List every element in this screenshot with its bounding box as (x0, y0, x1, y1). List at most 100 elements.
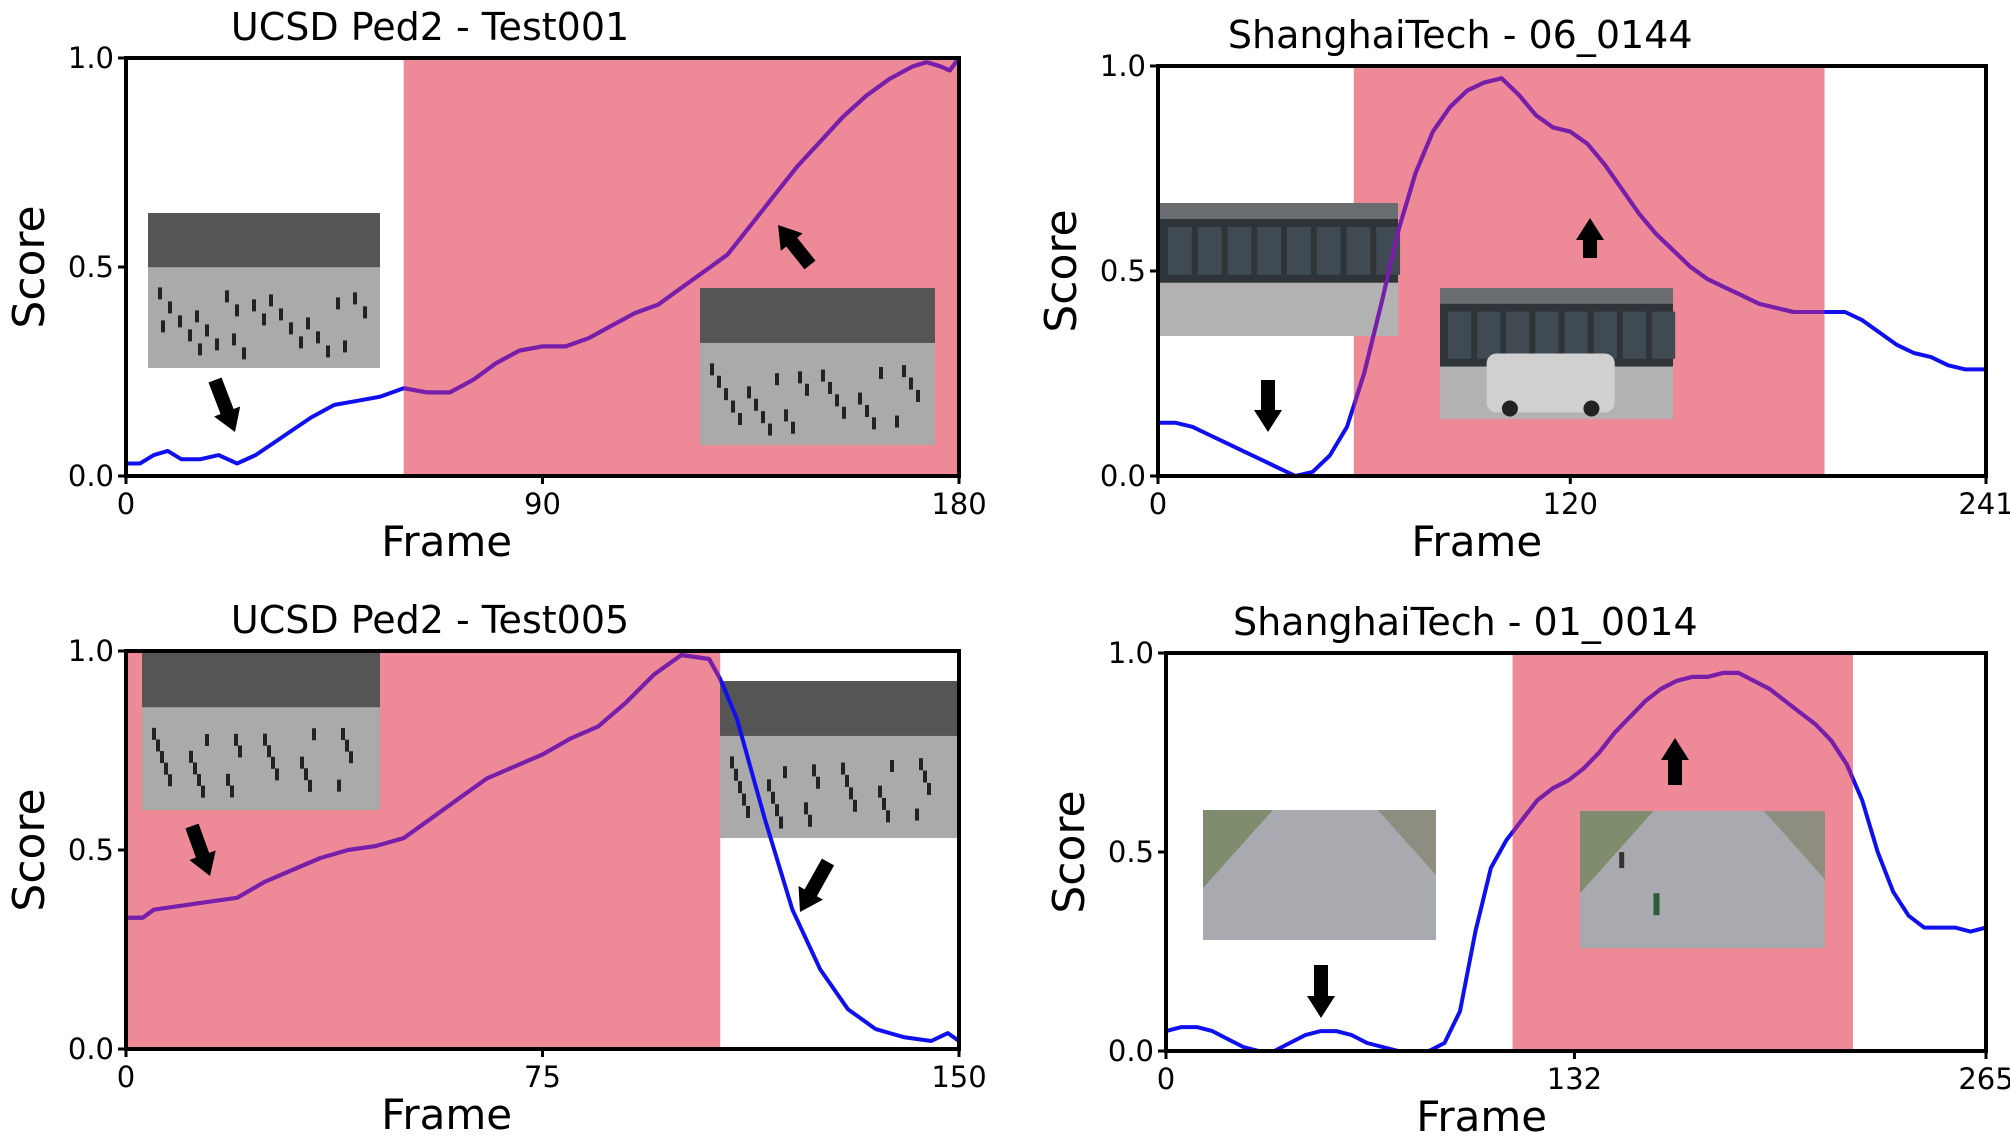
chart-panel-3: 0.0 0.5 1.0 0 75 150 UCSD Ped2 - Test005 Frame S… (4, 598, 987, 1139)
data-point (153, 454, 155, 456)
data-point (1792, 311, 1794, 313)
data-point (1844, 311, 1846, 313)
data-point (1211, 1030, 1213, 1032)
data-point (1535, 114, 1537, 116)
data-point (264, 881, 266, 883)
data-point (1208, 434, 1210, 436)
data-point (597, 725, 599, 727)
data-point (1737, 672, 1739, 674)
data-point (449, 391, 451, 393)
data-point (652, 674, 654, 676)
data-point (1691, 676, 1693, 678)
data-point (430, 817, 432, 819)
data-point (1827, 311, 1829, 313)
data-point (1907, 914, 1909, 916)
data-point (333, 404, 335, 406)
data-point (569, 737, 571, 739)
data-point (1459, 1010, 1461, 1012)
y-axis-label: Score (4, 788, 55, 911)
data-point (1753, 680, 1755, 682)
data-point (236, 462, 238, 464)
data-point (1707, 278, 1709, 280)
data-point (1397, 229, 1399, 231)
data-point (930, 1040, 932, 1042)
data-point (1655, 233, 1657, 235)
arrow-1 (185, 823, 216, 876)
data-point (1660, 688, 1662, 690)
data-point (472, 379, 474, 381)
data-point (402, 387, 404, 389)
data-point (1964, 368, 1966, 370)
data-point (1196, 1026, 1198, 1028)
data-point (180, 458, 182, 460)
x-tick-label: 0 (1157, 1062, 1175, 1096)
data-point (773, 195, 775, 197)
y-axis-label: Score (1044, 790, 1095, 913)
data-point (1414, 171, 1416, 173)
data-point (486, 777, 488, 779)
data-point (514, 765, 516, 767)
data-point (1567, 779, 1569, 781)
data-point (1621, 188, 1623, 190)
data-point (273, 441, 275, 443)
data-point (1768, 688, 1770, 690)
data-point (1552, 126, 1554, 128)
y-tick-label: 0.0 (1108, 1034, 1154, 1068)
data-point (634, 312, 636, 314)
data-point (379, 395, 381, 397)
chart-title: UCSD Ped2 - Test001 (231, 5, 629, 49)
data-point (180, 905, 182, 907)
score-line-anomaly (403, 58, 959, 395)
arrow-2 (1661, 738, 1689, 785)
data-point (1490, 867, 1492, 869)
y-tick-label: 0.0 (68, 1032, 114, 1066)
data-point (1784, 700, 1786, 702)
data-point (1569, 130, 1571, 132)
data-point (236, 897, 238, 899)
data-point (541, 345, 543, 347)
data-point (949, 69, 951, 71)
data-point (1846, 763, 1848, 765)
data-point (1191, 426, 1193, 428)
frame-thumbnail-1 (142, 652, 380, 810)
arrow-2 (778, 225, 816, 270)
data-point (564, 345, 566, 347)
data-point (1603, 163, 1605, 165)
data-point (847, 1008, 849, 1010)
data-point (1380, 303, 1382, 305)
arrow-2 (798, 858, 835, 912)
data-point (1366, 1042, 1368, 1044)
chart-panel-1: 0.0 0.5 1.0 0 90 180 UCSD Ped2 - Test001 Frame S… (4, 5, 987, 566)
x-tick-label: 265 (1958, 1062, 2010, 1096)
x-tick-label: 0 (117, 487, 135, 521)
y-tick-label: 0.5 (1108, 835, 1154, 869)
data-point (291, 869, 293, 871)
x-tick-label: 241 (1958, 487, 2010, 521)
x-tick-label: 0 (117, 1060, 135, 1094)
x-axis-label: Frame (381, 1090, 512, 1139)
data-point (1892, 891, 1894, 893)
data-point (588, 337, 590, 339)
data-point (947, 1032, 949, 1034)
data-point (1878, 331, 1880, 333)
frame-thumbnail-2 (1440, 288, 1676, 419)
frame-thumbnail-1 (1203, 810, 1436, 940)
data-point (1913, 352, 1915, 354)
chart-panel-2: 0.0 0.5 1.0 0 120 241 ShanghaiTech - 06_0144 Fr… (1036, 13, 2010, 566)
data-point (291, 429, 293, 431)
data-point (1758, 303, 1760, 305)
data-point (1320, 1030, 1322, 1032)
data-point (1672, 249, 1674, 251)
y-tick-label: 1.0 (68, 41, 114, 75)
data-point (1930, 356, 1932, 358)
data-point (217, 454, 219, 456)
data-point (719, 678, 721, 680)
data-point (763, 817, 765, 819)
data-point (1277, 467, 1279, 469)
frame-thumbnail-1 (148, 213, 380, 368)
data-point (141, 916, 143, 918)
data-point (541, 753, 543, 755)
data-point (703, 270, 705, 272)
data-point (1242, 1046, 1244, 1048)
